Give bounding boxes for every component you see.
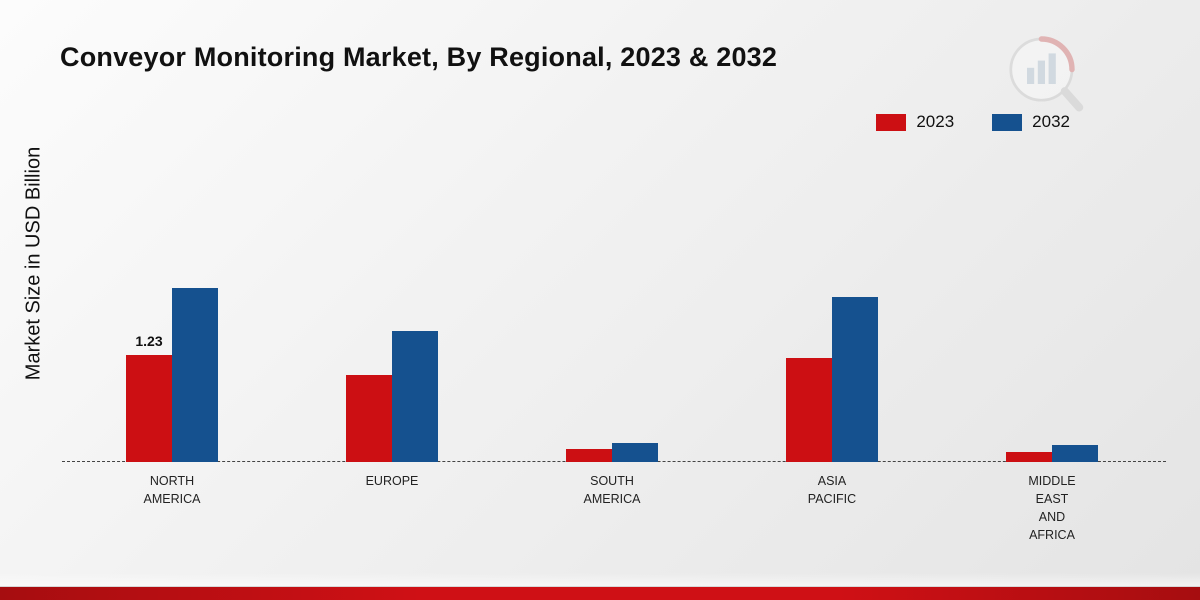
bar-2023-south-america [566, 449, 612, 462]
bars-asia-pacific [786, 297, 878, 462]
bar-group-north-america: 1.23 NORTH AMERICA [126, 288, 218, 506]
bars-europe [346, 331, 438, 462]
bar-group-asia-pacific: ASIA PACIFIC [786, 297, 878, 506]
legend-swatch-2023 [876, 113, 907, 131]
legend-label-2023: 2023 [916, 112, 955, 131]
bar-2023-europe [346, 375, 392, 462]
chart-title: Conveyor Monitoring Market, By Regional,… [60, 42, 778, 72]
bar-2032-europe [392, 331, 438, 462]
bar-2023-middle-east-and-africa [1006, 452, 1052, 462]
bar-2032-south-america [612, 443, 658, 462]
legend-swatch-2032 [992, 113, 1023, 131]
legend: 2023 2032 [876, 112, 1070, 132]
plot-area: 1.23 NORTH AMERICA EUROPE SOUTH AMERICA ASIA… [62, 120, 1166, 542]
bar-2032-north-america [172, 288, 218, 462]
footer-red-strip [0, 587, 1200, 600]
legend-item-2023: 2023 [876, 112, 954, 132]
category-label-north-america: NORTH AMERICA [143, 474, 201, 507]
footer-divider [0, 573, 1200, 587]
bar-group-middle-east-and-africa: MIDDLE EAST AND AFRICA [1006, 445, 1098, 542]
bar-groups: 1.23 NORTH AMERICA EUROPE SOUTH AMERICA ASIA… [62, 120, 1162, 542]
category-label-south-america: SOUTH AMERICA [583, 474, 641, 507]
brand-logo-watermark [1009, 36, 1084, 112]
legend-item-2032: 2032 [992, 112, 1070, 132]
bar-2032-middle-east-and-africa [1052, 445, 1098, 462]
y-axis-label: Market Size in USD Billion [22, 146, 45, 381]
bars-north-america: 1.23 [126, 288, 218, 462]
bars-south-america [566, 443, 658, 462]
bar-2032-asia-pacific [832, 297, 878, 462]
bar-2023-asia-pacific [786, 358, 832, 462]
bar-group-europe: EUROPE [346, 331, 438, 488]
bar-2023-north-america: 1.23 [126, 333, 172, 462]
category-label-europe: EUROPE [365, 474, 419, 488]
bar-value-label-2023-north-america: 1.23 [135, 333, 163, 349]
category-label-middle-east-and-africa: MIDDLE EAST AND AFRICA [1028, 474, 1076, 543]
legend-label-2032: 2032 [1032, 112, 1070, 131]
bar-group-south-america: SOUTH AMERICA [566, 443, 658, 506]
bars-middle-east-and-africa [1006, 445, 1098, 462]
category-label-asia-pacific: ASIA PACIFIC [807, 474, 857, 507]
